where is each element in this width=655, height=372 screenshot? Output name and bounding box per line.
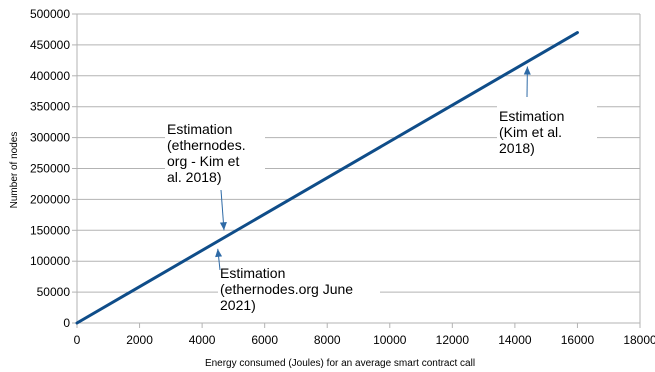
annotation-text: 2021) bbox=[220, 297, 256, 313]
y-tick-label: 350000 bbox=[30, 100, 70, 114]
y-tick-label: 400000 bbox=[30, 69, 70, 83]
annotation-text: 2018) bbox=[499, 140, 535, 156]
y-tick-label: 300000 bbox=[30, 131, 70, 145]
annotation-box bbox=[165, 118, 265, 188]
y-tick-label: 100000 bbox=[30, 254, 70, 268]
annotation-text: (Kim et al. bbox=[499, 124, 562, 140]
annotation-box bbox=[218, 262, 380, 316]
x-tick-label: 16000 bbox=[561, 333, 595, 347]
annotation-text: al. 2018) bbox=[167, 169, 221, 185]
x-tick-label: 12000 bbox=[436, 333, 470, 347]
arrowhead-icon bbox=[523, 66, 531, 75]
x-axis-title: Energy consumed (Joules) for an average … bbox=[205, 358, 475, 369]
annotation-box bbox=[497, 105, 597, 159]
series-group bbox=[75, 31, 579, 325]
arrowhead-icon bbox=[219, 222, 227, 231]
annotation: Estimation(Kim et al.2018) bbox=[497, 66, 597, 159]
y-tick-label: 200000 bbox=[30, 192, 70, 206]
x-tick-label: 4000 bbox=[189, 333, 216, 347]
annotation-text: Estimation bbox=[167, 121, 232, 137]
x-tick-label: 6000 bbox=[251, 333, 278, 347]
annotation-text: org - Kim et bbox=[167, 153, 239, 169]
annotation-text: Estimation bbox=[499, 108, 564, 124]
x-tick-label: 10000 bbox=[373, 333, 407, 347]
x-axis-ticks: 0 2000 4000 6000 8000 10000 12000 14000 16000 180… bbox=[74, 333, 655, 347]
y-tick-label: 450000 bbox=[30, 38, 70, 52]
y-tick-label: 0 bbox=[63, 316, 70, 330]
x-tick-label: 18000 bbox=[623, 333, 655, 347]
x-tick-label: 0 bbox=[74, 333, 81, 347]
annotation-text: (ethernodes.org June bbox=[220, 281, 353, 297]
y-axis-title: Number of nodes bbox=[9, 132, 20, 209]
y-tick-label: 50000 bbox=[37, 285, 71, 299]
y-tick-label: 250000 bbox=[30, 162, 70, 176]
x-tick-label: 14000 bbox=[498, 333, 532, 347]
y-tick-label: 150000 bbox=[30, 223, 70, 237]
y-axis-ticks: 0 50000 100000 150000 200000 250000 300000 3500… bbox=[30, 7, 70, 330]
series-line bbox=[75, 31, 579, 325]
x-tick-label: 8000 bbox=[314, 333, 341, 347]
arrowhead-icon bbox=[215, 248, 223, 258]
x-tick-label: 2000 bbox=[126, 333, 153, 347]
y-tick-label: 500000 bbox=[30, 7, 70, 21]
annotation-text: Estimation bbox=[220, 265, 285, 281]
annotation-text: (ethernodes. bbox=[167, 137, 246, 153]
